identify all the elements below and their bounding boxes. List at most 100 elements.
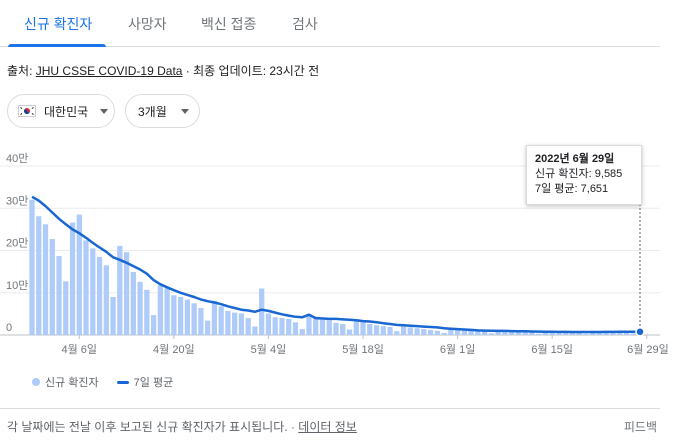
chart-bar [29,199,35,335]
chart-bar [103,265,109,335]
chart-bar [63,281,69,335]
x-tick-label: 6월 1일 [440,342,476,356]
chart-bar [549,331,555,335]
chart-bar [367,324,373,335]
tooltip-new-cases: 신규 확진자: 9,585 [535,168,623,180]
chart-bar [427,329,434,335]
chart-bar [265,313,272,335]
chart-bar [536,333,542,335]
chart-bar [191,303,197,335]
tab-new-cases[interactable]: 신규 확진자 [24,16,93,32]
chart-bar [83,240,89,335]
chart-bar [556,332,562,335]
hover-point [635,327,645,337]
x-tick-label: 6월 15일 [531,342,573,356]
y-tick-label: 40만 [6,152,28,165]
chart-bar [130,272,136,335]
chart-bar [218,306,224,335]
chart-bar [49,239,55,335]
line-legend-label: 7일 평균 [133,377,174,389]
chart-bar [225,310,231,335]
footnote: 각 날짜에는 전날 이후 보고된 신규 확진자가 표시됩니다. · 데이터 정보 [7,418,357,435]
chart-bar [353,320,359,335]
chevron-down-icon [100,108,109,114]
source-line: 출처: JHU CSSE COVID-19 Data · 최종 업데이트: 23… [7,62,319,79]
chart-bar [299,329,305,335]
chart-bar [495,329,501,335]
x-tick-label: 5월 4일 [251,342,287,356]
chart-bar [407,327,413,335]
tab-tests[interactable]: 검사 [292,16,318,32]
chart-bar [42,224,49,335]
tooltip-average: 7일 평균: 7,651 [535,183,609,195]
chart-bar [292,322,299,335]
chart-bar [414,328,420,335]
chart-bar [56,255,62,335]
chart-bar [306,314,312,335]
chart-bar [610,331,616,335]
chart-bar [313,316,319,335]
chart-bar [441,332,447,335]
x-tick-label: 6월 29일 [627,342,669,356]
chart-bar [434,330,440,335]
chart-bar [184,299,191,335]
source-suffix: · 최종 업데이트: 23시간 전 [182,64,320,78]
chart-bar [286,318,292,335]
chart-y-axis: 40만 30만 20만 10만 0 [6,152,28,334]
chart-bar [394,331,400,335]
chart-bar [576,332,582,335]
chart-bar [123,252,130,335]
chart-bar [630,333,636,335]
chart-tooltip: 2022년 6월 29일 신규 확진자: 9,585 7일 평균: 7,651 [526,145,642,205]
chart-bar [36,216,42,335]
chart-bar [198,307,204,335]
chart-bar [137,281,143,335]
chart-bar [279,318,285,335]
chart-bar [529,332,535,335]
chart-line [31,195,640,334]
chart-hover-marker [635,148,645,337]
chart-bar [259,288,265,335]
chart-bar [117,245,123,335]
feedback-link[interactable]: 피드백 [623,420,657,434]
chart-bar [502,330,508,335]
chart-bar [326,320,332,335]
chart-bar [515,331,522,335]
tab-deaths[interactable]: 사망자 [128,16,167,32]
chart-bar [461,329,467,335]
chart-x-axis: 4월 6일 4월 20일 5월 4일 5월 18일 6월 1일 6월 15일 6월 29일 [62,335,669,356]
tab-bar: 신규 확진자 사망자 백신 접종 검사 [0,0,660,47]
chart-bar [333,322,339,335]
chart-bar [509,331,515,335]
x-tick-label: 4월 6일 [62,342,98,356]
range-label: 3개월 [138,104,167,119]
line-legend-swatch [116,380,129,384]
chart-bar [232,312,238,335]
chart-bar [211,300,218,335]
chart-legend: 신규 확진자 7일 평균 [32,374,173,390]
chart-bar [563,332,569,335]
chart-bar [144,289,150,335]
chart-bar [177,296,184,335]
country-label: 대한민국 [44,104,89,119]
chevron-down-icon [180,108,189,114]
y-tick-label: 0 [6,322,12,334]
source-link[interactable]: JHU CSSE COVID-19 Data [35,64,183,78]
range-selector[interactable]: 3개월 [125,94,200,128]
cases-chart[interactable]: 4월 6일 4월 20일 5월 4일 5월 18일 6월 1일 6월 15일 6월 29일 … [0,148,681,370]
tooltip-date: 2022년 6월 29일 [535,153,615,165]
y-tick-label: 10만 [6,279,28,292]
chart-bar [468,330,474,335]
chart-bar [346,329,353,335]
data-info-link[interactable]: 데이터 정보 [298,420,357,434]
footer-divider [0,408,660,409]
chart-bar [205,320,211,335]
tab-vaccinations[interactable]: 백신 접종 [201,16,257,32]
chart-bar [617,331,623,335]
chart-bar [171,295,177,335]
x-tick-label: 4월 20일 [153,342,195,356]
source-prefix: 출처: [7,64,36,78]
chart-bar [272,317,278,335]
country-selector[interactable]: 대한민국 [7,94,115,128]
footnote-separator: · [287,420,299,434]
